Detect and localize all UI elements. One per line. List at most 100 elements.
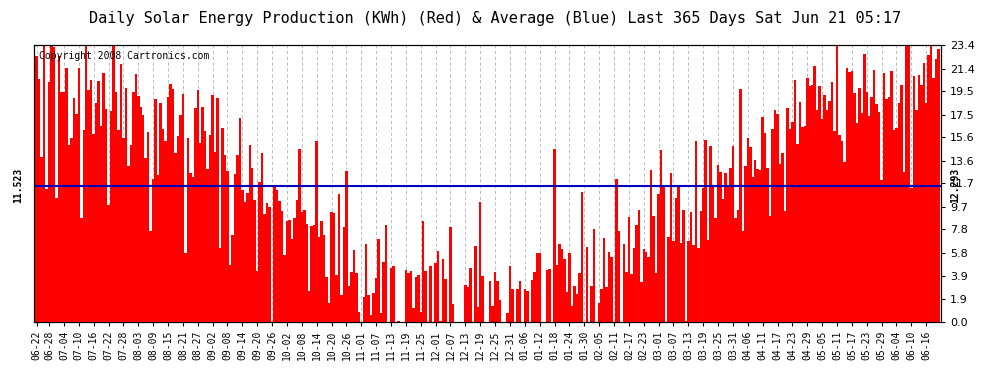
Bar bbox=[159, 103, 161, 322]
Bar bbox=[382, 262, 385, 322]
Bar bbox=[130, 145, 132, 322]
Bar bbox=[829, 101, 831, 322]
Bar bbox=[62, 93, 65, 322]
Bar bbox=[140, 107, 142, 322]
Bar bbox=[804, 126, 806, 322]
Bar bbox=[72, 98, 75, 322]
Bar bbox=[585, 248, 588, 322]
Bar bbox=[286, 221, 288, 322]
Bar bbox=[531, 280, 534, 322]
Bar bbox=[256, 272, 258, 322]
Text: 11.523: 11.523 bbox=[13, 168, 24, 203]
Bar bbox=[855, 123, 858, 322]
Bar bbox=[214, 152, 217, 322]
Bar bbox=[749, 147, 751, 322]
Bar bbox=[336, 274, 338, 322]
Bar bbox=[759, 170, 761, 322]
Bar bbox=[355, 273, 357, 322]
Bar bbox=[938, 49, 940, 322]
Bar bbox=[737, 210, 740, 322]
Bar bbox=[137, 96, 140, 322]
Bar bbox=[524, 288, 526, 322]
Bar bbox=[357, 312, 360, 322]
Bar bbox=[380, 313, 382, 322]
Bar bbox=[771, 129, 774, 322]
Bar bbox=[132, 92, 135, 322]
Bar bbox=[928, 56, 930, 322]
Bar bbox=[97, 81, 100, 322]
Bar bbox=[776, 114, 779, 322]
Bar bbox=[412, 308, 415, 322]
Bar bbox=[692, 245, 695, 322]
Bar bbox=[925, 104, 928, 322]
Bar bbox=[727, 188, 730, 322]
Bar bbox=[449, 227, 451, 322]
Bar bbox=[65, 68, 67, 322]
Bar bbox=[756, 169, 759, 322]
Bar bbox=[860, 113, 863, 322]
Bar bbox=[57, 56, 60, 322]
Bar bbox=[744, 166, 746, 322]
Bar bbox=[253, 200, 256, 322]
Bar bbox=[831, 82, 834, 322]
Bar bbox=[628, 217, 630, 322]
Bar bbox=[836, 46, 839, 322]
Bar bbox=[895, 128, 898, 322]
Bar bbox=[415, 276, 417, 322]
Bar bbox=[308, 291, 311, 322]
Bar bbox=[715, 218, 717, 322]
Bar bbox=[343, 226, 346, 322]
Bar bbox=[705, 140, 707, 322]
Bar bbox=[630, 274, 633, 322]
Bar bbox=[442, 259, 445, 322]
Bar bbox=[615, 179, 618, 322]
Bar bbox=[154, 99, 156, 322]
Bar bbox=[474, 246, 476, 322]
Bar bbox=[237, 155, 239, 322]
Bar bbox=[100, 126, 102, 322]
Bar bbox=[316, 141, 318, 322]
Bar bbox=[754, 160, 756, 322]
Bar bbox=[570, 306, 573, 322]
Bar bbox=[135, 74, 137, 322]
Bar bbox=[898, 103, 900, 322]
Bar bbox=[650, 170, 652, 322]
Bar bbox=[48, 82, 50, 322]
Bar bbox=[186, 138, 189, 322]
Bar bbox=[680, 243, 682, 322]
Bar bbox=[605, 287, 608, 322]
Bar bbox=[184, 253, 186, 322]
Bar bbox=[52, 48, 55, 322]
Bar bbox=[697, 248, 700, 322]
Bar bbox=[77, 68, 80, 322]
Bar bbox=[764, 133, 766, 322]
Bar bbox=[638, 210, 641, 322]
Bar bbox=[710, 146, 712, 322]
Bar bbox=[318, 237, 321, 322]
Bar bbox=[618, 231, 620, 322]
Bar bbox=[375, 278, 377, 322]
Bar bbox=[105, 109, 107, 322]
Bar bbox=[801, 128, 804, 322]
Bar bbox=[422, 221, 425, 322]
Bar bbox=[169, 84, 171, 322]
Bar bbox=[303, 210, 306, 322]
Bar bbox=[82, 130, 85, 322]
Bar bbox=[239, 117, 242, 322]
Bar bbox=[730, 168, 732, 322]
Bar bbox=[913, 76, 915, 322]
Bar bbox=[36, 56, 38, 322]
Bar bbox=[115, 92, 117, 322]
Bar bbox=[120, 64, 122, 322]
Bar bbox=[112, 46, 115, 322]
Text: Daily Solar Energy Production (KWh) (Red) & Average (Blue) Last 365 Days Sat Jun: Daily Solar Energy Production (KWh) (Red… bbox=[89, 11, 901, 26]
Bar bbox=[670, 173, 672, 322]
Bar bbox=[481, 276, 484, 322]
Bar bbox=[288, 220, 291, 322]
Bar bbox=[242, 190, 244, 322]
Bar bbox=[283, 255, 286, 322]
Bar bbox=[816, 111, 819, 322]
Bar bbox=[568, 253, 570, 322]
Bar bbox=[263, 214, 266, 322]
Bar bbox=[321, 222, 323, 322]
